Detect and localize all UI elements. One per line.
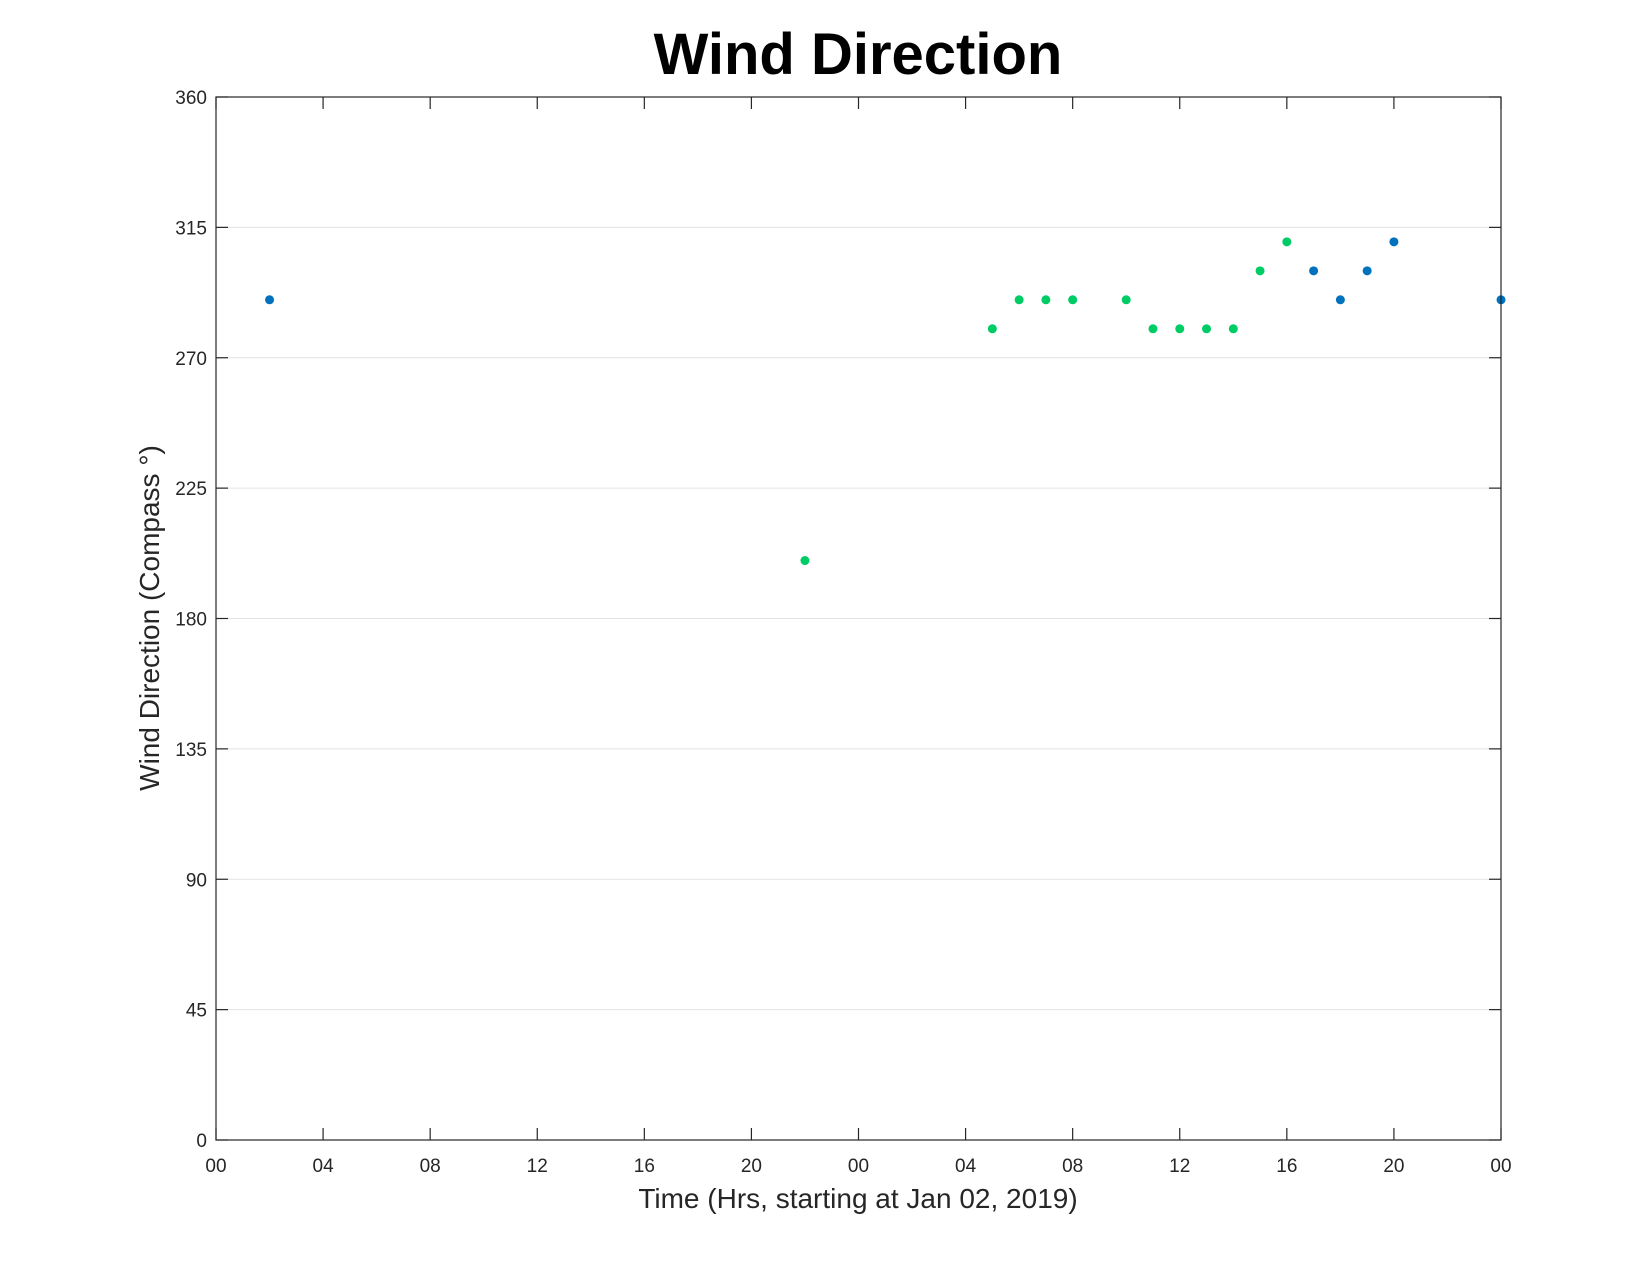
data-point bbox=[1148, 324, 1158, 334]
x-tick-label: 08 bbox=[1062, 1156, 1083, 1177]
data-points bbox=[265, 237, 1506, 566]
data-point bbox=[1121, 295, 1131, 305]
y-tick-label: 270 bbox=[175, 349, 207, 370]
data-point bbox=[800, 556, 810, 566]
series-0 bbox=[265, 237, 1506, 305]
data-point bbox=[1202, 324, 1212, 334]
data-point bbox=[1014, 295, 1024, 305]
y-tick-label: 225 bbox=[175, 479, 207, 500]
y-tick-label: 90 bbox=[186, 870, 207, 891]
y-tick-label: 180 bbox=[175, 610, 207, 631]
data-point bbox=[1335, 295, 1345, 305]
y-tick-label: 0 bbox=[196, 1131, 207, 1152]
x-tick-label: 20 bbox=[1383, 1156, 1404, 1177]
data-point bbox=[1389, 237, 1399, 247]
y-axis-label: Wind Direction (Compass °) bbox=[134, 445, 165, 791]
x-tick-label: 00 bbox=[848, 1156, 869, 1177]
x-tick-label: 20 bbox=[741, 1156, 762, 1177]
x-tick-labels: 00 04 08 12 16 20 00 04 08 12 16 20 00 bbox=[205, 1156, 1511, 1177]
x-tick-label: 16 bbox=[634, 1156, 655, 1177]
axis-ticks bbox=[215, 96, 1502, 1141]
data-point bbox=[1362, 266, 1372, 276]
data-point bbox=[1282, 237, 1292, 247]
x-tick-label: 00 bbox=[1490, 1156, 1511, 1177]
y-tick-label: 45 bbox=[186, 1001, 207, 1022]
data-point bbox=[1309, 266, 1319, 276]
data-point bbox=[987, 324, 997, 334]
x-tick-label: 00 bbox=[205, 1156, 226, 1177]
x-tick-label: 12 bbox=[1169, 1156, 1190, 1177]
data-point bbox=[1255, 266, 1265, 276]
x-tick-label: 04 bbox=[955, 1156, 977, 1177]
x-tick-label: 16 bbox=[1276, 1156, 1297, 1177]
y-tick-labels: 0 45 90 135 180 225 270 315 360 bbox=[175, 88, 207, 1152]
y-tick-label: 360 bbox=[175, 88, 207, 109]
y-tick-label: 135 bbox=[175, 740, 207, 761]
data-point bbox=[1228, 324, 1238, 334]
x-tick-label: 12 bbox=[527, 1156, 548, 1177]
data-point bbox=[1041, 295, 1051, 305]
series-1 bbox=[800, 237, 1292, 566]
grid-lines bbox=[216, 226, 1501, 1011]
data-point bbox=[1175, 324, 1185, 334]
y-tick-label: 315 bbox=[175, 218, 207, 239]
chart-title: Wind Direction bbox=[654, 22, 1063, 87]
data-point bbox=[1068, 295, 1078, 305]
data-point bbox=[265, 295, 275, 305]
x-axis-label: Time (Hrs, starting at Jan 02, 2019) bbox=[638, 1183, 1077, 1214]
x-tick-label: 08 bbox=[420, 1156, 441, 1177]
x-tick-label: 04 bbox=[313, 1156, 335, 1177]
